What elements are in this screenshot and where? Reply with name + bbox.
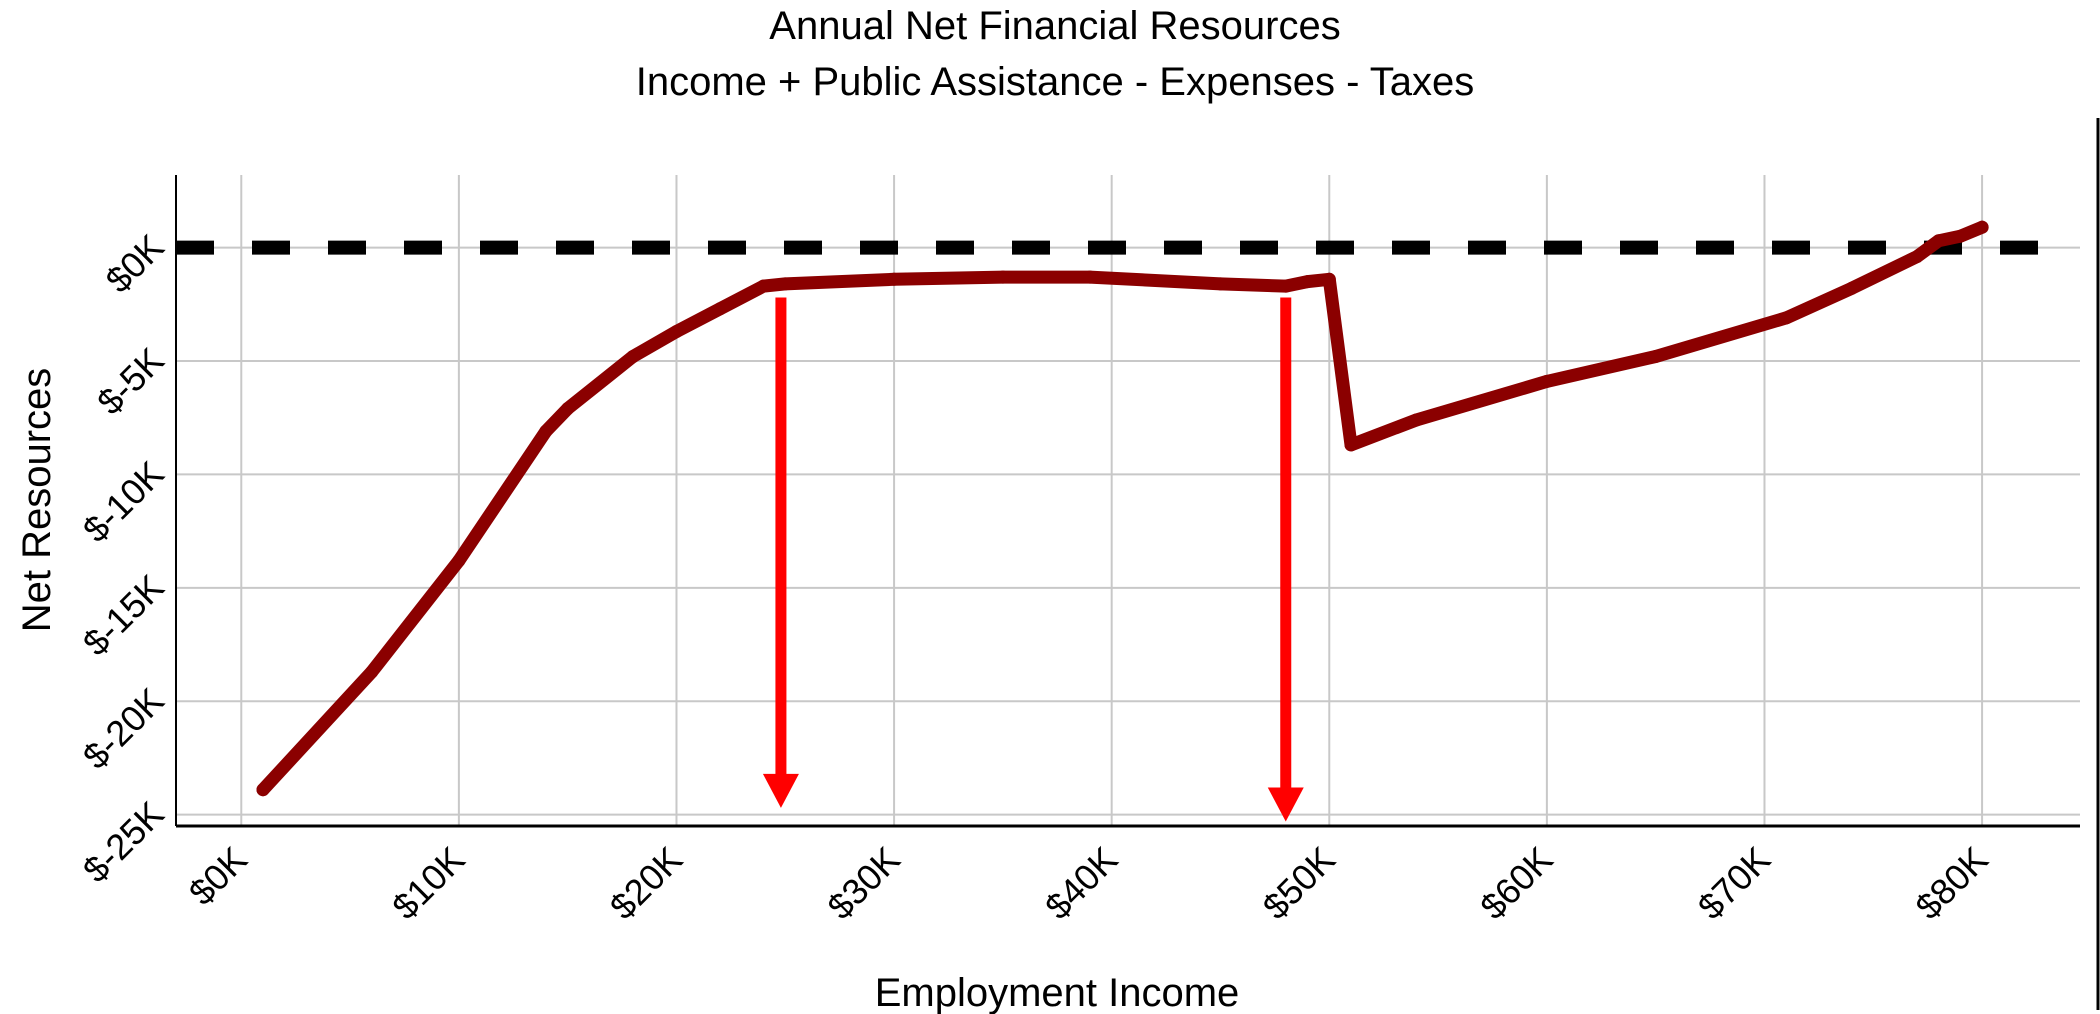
data-point-17: [1344, 438, 1358, 452]
data-point-25: [1953, 229, 1967, 243]
x-tick-label-2: $20K: [602, 839, 690, 927]
y-tick-labels: $0K $-5K $-10K $-15K $-20K $-25K: [75, 226, 172, 890]
data-point-23: [1910, 250, 1924, 264]
data-point-2: [452, 554, 466, 568]
x-tick-label-5: $50K: [1254, 839, 1342, 927]
arrow-head-0: [762, 773, 799, 808]
data-point-6: [670, 325, 683, 338]
data-point-16: [1322, 272, 1336, 286]
x-tick-label-3: $30K: [819, 839, 907, 927]
x-tick-label-7: $70K: [1690, 839, 1778, 927]
x-tick-label-0: $0K: [181, 839, 255, 913]
data-point-26: [1975, 220, 1989, 234]
y-axis-title: Net Resources: [15, 368, 59, 633]
data-point-20: [1649, 350, 1663, 363]
data-point-4: [561, 402, 575, 416]
series-lines: [256, 220, 1989, 797]
data-point-5: [626, 350, 640, 363]
y-tick-label-5: $-25K: [75, 793, 172, 890]
chart-title: Annual Net Financial Resources: [769, 4, 1341, 48]
y-tick-label-2: $-10K: [75, 453, 172, 550]
x-tick-label-1: $10K: [384, 839, 472, 927]
data-point-19: [1540, 374, 1554, 388]
data-point-1: [365, 665, 379, 679]
data-point-11: [996, 270, 1010, 284]
x-tick-label-8: $80K: [1907, 839, 1995, 927]
data-point-24: [1932, 234, 1946, 248]
data-point-9: [778, 277, 792, 291]
axes: [175, 175, 2080, 828]
annotation-arrows: [762, 297, 1304, 822]
data-point-21: [1779, 311, 1793, 325]
arrow-head-1: [1267, 787, 1304, 822]
data-point-3: [539, 424, 553, 438]
x-tick-labels: $0K $10K $20K $30K $40K $50K $60K $70K $80K: [181, 839, 1996, 927]
x-axis-title: Employment Income: [875, 971, 1240, 1014]
y-tick-label-0: $0K: [97, 226, 171, 300]
chart-subtitle: Income + Public Assistance - Expenses - …: [635, 60, 1475, 104]
data-point-22: [1845, 281, 1858, 295]
data-point-14: [1279, 279, 1293, 293]
data-point-0: [256, 783, 270, 797]
series-line-0: [256, 220, 1989, 797]
data-point-18: [1409, 413, 1423, 427]
x-tick-label-4: $40K: [1037, 839, 1125, 927]
data-point-7: [713, 302, 727, 316]
data-point-10: [887, 272, 901, 286]
data-point-15: [1301, 275, 1314, 289]
y-tick-label-1: $-5K: [89, 340, 172, 423]
data-point-8: [757, 279, 770, 293]
data-point-12: [1083, 270, 1097, 284]
x-tick-label-6: $60K: [1472, 839, 1560, 927]
y-tick-label-4: $-20K: [75, 680, 172, 777]
data-point-13: [1214, 277, 1227, 291]
y-tick-label-3: $-15K: [75, 566, 172, 663]
